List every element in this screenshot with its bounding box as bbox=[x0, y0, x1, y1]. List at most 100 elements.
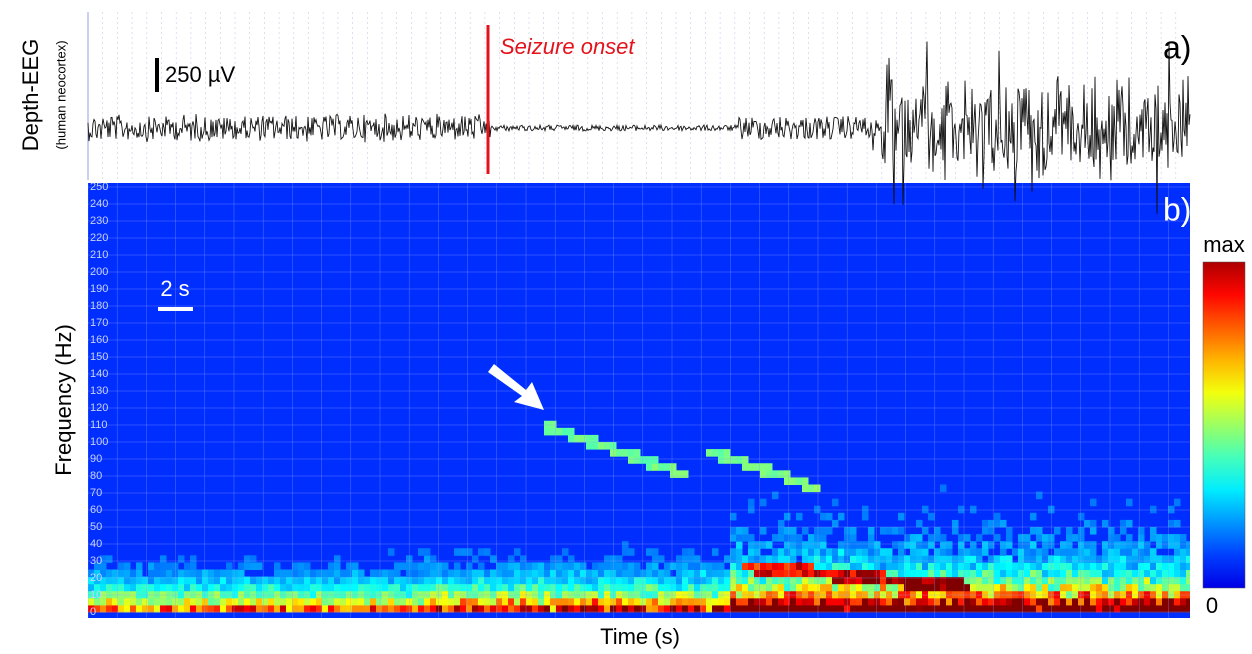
y-tick-label: 0 bbox=[90, 606, 96, 618]
spec-cell bbox=[466, 562, 473, 570]
spec-cell bbox=[634, 456, 641, 464]
spec-cell bbox=[250, 555, 257, 563]
spec-cell bbox=[970, 569, 977, 578]
spec-cell bbox=[616, 583, 623, 592]
spec-cell bbox=[1006, 604, 1013, 613]
spec-cell bbox=[958, 569, 965, 578]
spec-cell bbox=[1024, 583, 1031, 592]
spec-cell bbox=[940, 576, 947, 585]
spec-cell bbox=[466, 576, 473, 585]
spec-cell bbox=[1132, 590, 1139, 599]
spec-cell bbox=[112, 590, 119, 599]
spec-cell bbox=[556, 583, 563, 592]
spec-cell bbox=[430, 576, 437, 585]
spec-cell bbox=[976, 590, 983, 599]
spec-cell bbox=[988, 604, 995, 613]
spec-cell bbox=[250, 583, 257, 592]
spec-cell bbox=[274, 597, 281, 606]
spec-cell bbox=[1042, 555, 1049, 563]
spec-cell bbox=[1162, 597, 1169, 606]
spec-cell bbox=[1138, 555, 1145, 563]
spec-cell bbox=[1048, 555, 1055, 563]
spec-cell bbox=[112, 604, 119, 613]
spec-cell bbox=[676, 597, 683, 606]
spec-cell bbox=[1108, 604, 1115, 613]
spec-cell bbox=[334, 569, 341, 578]
spec-cell bbox=[1042, 569, 1049, 578]
spec-cell bbox=[856, 576, 863, 585]
spec-cell bbox=[754, 463, 761, 471]
spec-cell bbox=[610, 576, 617, 585]
spec-cell bbox=[1000, 541, 1007, 549]
spec-cell bbox=[388, 576, 395, 585]
spec-cell bbox=[586, 434, 593, 443]
spec-cell bbox=[718, 562, 725, 570]
spec-cell bbox=[556, 590, 563, 599]
spec-cell bbox=[286, 583, 293, 592]
y-tick-label: 60 bbox=[90, 504, 102, 516]
spec-cell bbox=[568, 597, 575, 606]
spec-cell bbox=[100, 555, 107, 563]
spec-cell bbox=[1156, 604, 1163, 613]
spec-cell bbox=[622, 590, 629, 599]
spec-cell bbox=[766, 583, 773, 592]
spec-cell bbox=[934, 534, 941, 542]
spec-cell bbox=[514, 583, 521, 592]
spec-cell bbox=[442, 569, 449, 578]
spec-cell bbox=[508, 562, 515, 570]
spec-cell bbox=[340, 576, 347, 585]
spec-cell bbox=[760, 470, 767, 478]
annotation: Seizure onset bbox=[500, 34, 635, 59]
spec-cell bbox=[1108, 562, 1115, 570]
spec-cell bbox=[1000, 548, 1007, 556]
spec-cell bbox=[490, 569, 497, 578]
spec-cell bbox=[1102, 519, 1109, 528]
spec-cell bbox=[1144, 583, 1151, 592]
spec-cell bbox=[478, 597, 485, 606]
spec-cell bbox=[1048, 597, 1055, 606]
spec-cell bbox=[730, 583, 737, 592]
spec-cell bbox=[850, 555, 857, 563]
spec-cell bbox=[502, 597, 509, 606]
spec-cell bbox=[670, 604, 677, 613]
spec-cell bbox=[646, 562, 653, 570]
spec-cell bbox=[508, 555, 515, 563]
spec-cell bbox=[784, 548, 791, 556]
spec-cell bbox=[1048, 590, 1055, 599]
spec-cell bbox=[244, 555, 251, 563]
spec-cell bbox=[754, 555, 761, 563]
spec-cell bbox=[1018, 583, 1025, 592]
spec-cell bbox=[178, 604, 185, 613]
spec-cell bbox=[346, 604, 353, 613]
spec-cell bbox=[682, 548, 689, 556]
y-tick-label: 50 bbox=[90, 521, 102, 533]
spec-cell bbox=[640, 583, 647, 592]
spec-cell bbox=[430, 562, 437, 570]
spec-cell bbox=[868, 583, 875, 592]
spec-cell bbox=[166, 583, 173, 592]
spec-cell bbox=[280, 583, 287, 592]
spec-cell bbox=[1024, 569, 1031, 578]
spec-cell bbox=[868, 597, 875, 606]
spec-cell bbox=[1090, 541, 1097, 549]
spec-cell bbox=[328, 583, 335, 592]
spec-cell bbox=[568, 590, 575, 599]
spec-cell bbox=[472, 576, 479, 585]
spec-cell bbox=[604, 590, 611, 599]
spec-cell bbox=[886, 597, 893, 606]
spec-cell bbox=[1090, 604, 1097, 613]
spec-cell bbox=[820, 590, 827, 599]
y-tick-label: 210 bbox=[90, 249, 108, 261]
spec-cell bbox=[742, 456, 749, 464]
spec-cell bbox=[694, 555, 701, 563]
spec-cell bbox=[958, 505, 965, 514]
spec-cell bbox=[568, 562, 575, 570]
spec-cell bbox=[832, 604, 839, 613]
spec-cell bbox=[1072, 562, 1079, 570]
spec-cell bbox=[1000, 590, 1007, 599]
spec-cell bbox=[382, 569, 389, 578]
spec-cell bbox=[748, 569, 755, 578]
spec-cell bbox=[904, 576, 911, 585]
spec-cell bbox=[814, 548, 821, 556]
